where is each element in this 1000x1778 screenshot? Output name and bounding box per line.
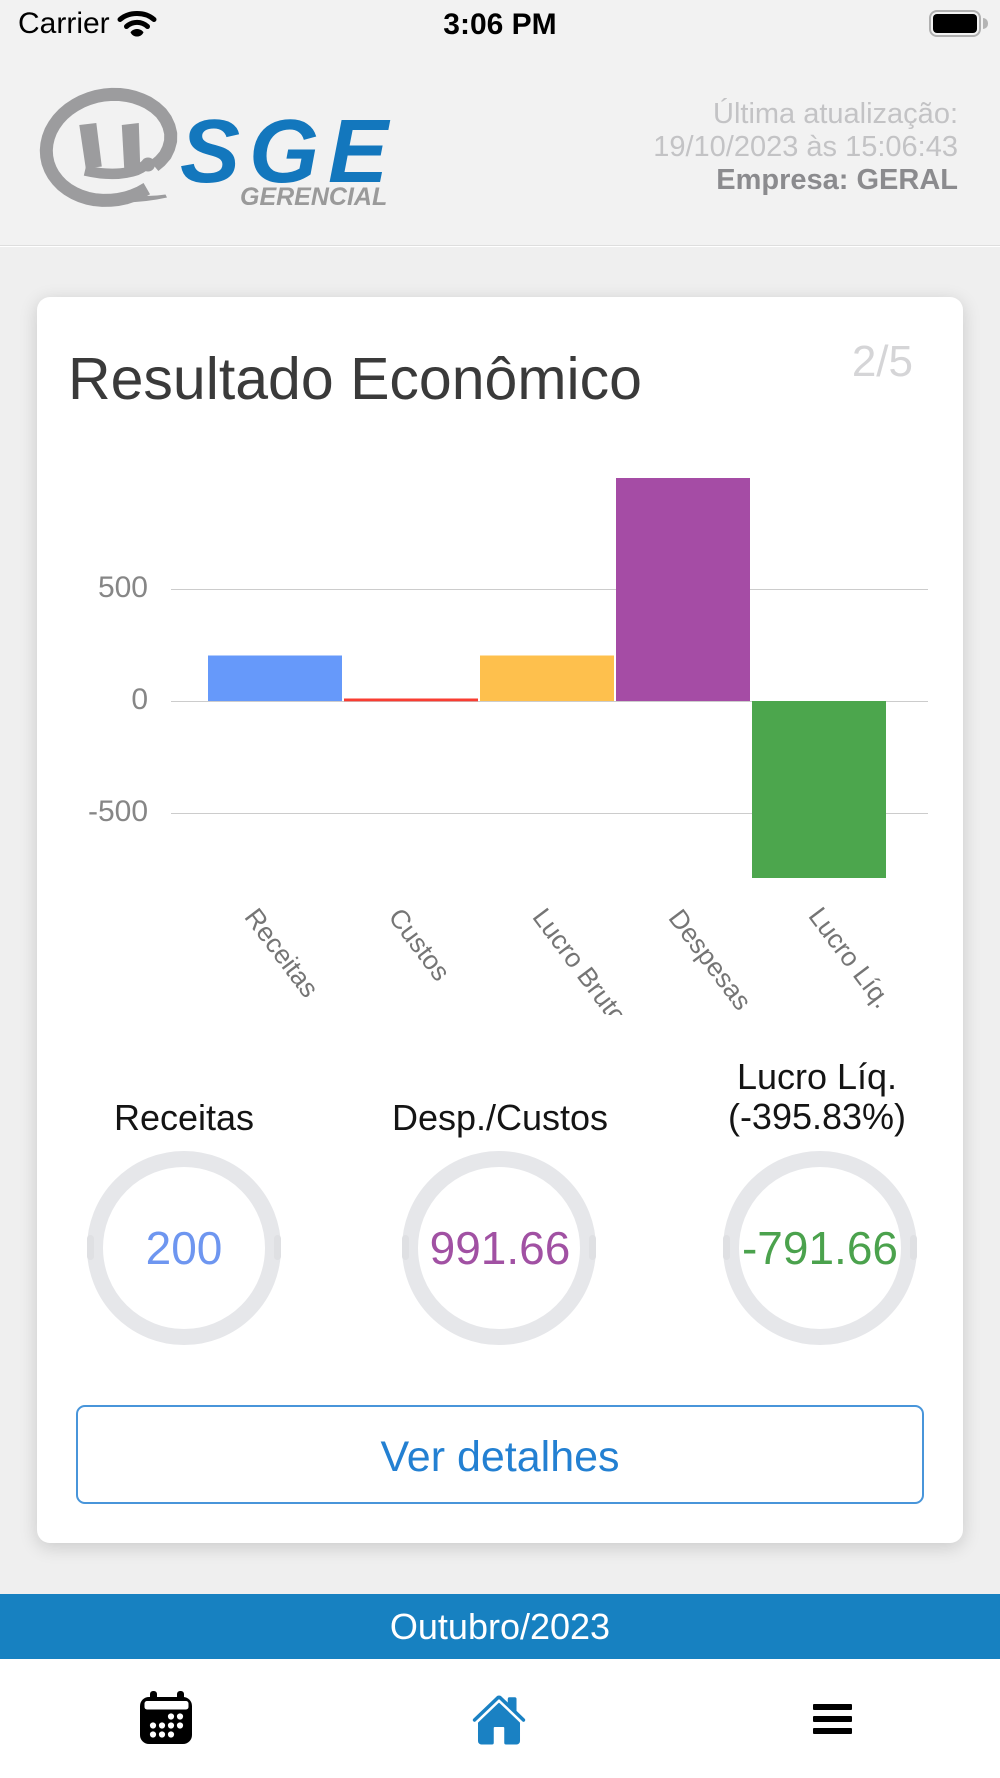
svg-text:-500: -500 [88, 795, 148, 828]
svg-text:0: 0 [131, 683, 148, 716]
svg-text:Lucro Líq.: Lucro Líq. [803, 902, 898, 1014]
svg-text:GERENCIAL: GERENCIAL [240, 183, 387, 211]
svg-text:Despesas: Despesas [663, 904, 758, 1015]
svg-text:Lucro Bruto: Lucro Bruto [527, 903, 633, 1015]
svg-text:Custos: Custos [383, 903, 457, 987]
svg-text:SGE: SGE [180, 102, 397, 202]
svg-text:500: 500 [98, 571, 148, 604]
svg-text:Receitas: Receitas [239, 903, 325, 1003]
